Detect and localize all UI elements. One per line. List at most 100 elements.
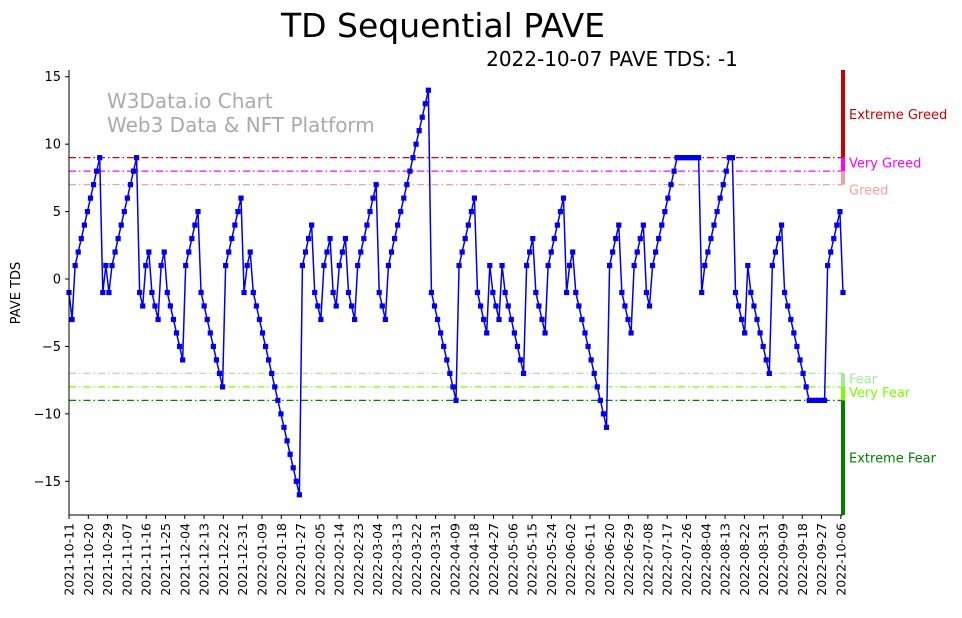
data-point — [112, 249, 118, 255]
data-point — [809, 397, 815, 403]
data-point — [115, 235, 121, 242]
data-point — [219, 384, 226, 390]
data-point — [671, 168, 677, 174]
data-point — [345, 289, 352, 296]
data-point — [677, 155, 683, 161]
data-point — [775, 235, 782, 242]
data-point — [791, 330, 797, 336]
data-point — [567, 262, 573, 269]
data-point — [431, 303, 438, 309]
data-point — [367, 208, 373, 215]
threshold-label-2: Greed — [849, 184, 888, 199]
data-point — [416, 128, 422, 134]
data-point — [81, 222, 87, 228]
data-point — [714, 208, 720, 215]
data-point — [803, 384, 809, 390]
data-point — [419, 114, 425, 120]
data-point — [428, 289, 435, 296]
data-point — [840, 289, 846, 296]
band-bar-2 — [841, 171, 845, 185]
data-point — [358, 249, 364, 255]
threshold-label-0: Very Greed — [849, 157, 921, 172]
x-tick-label: 2022-05-15 — [525, 523, 540, 596]
data-point — [637, 235, 643, 242]
data-point — [674, 155, 680, 161]
series-path — [68, 90, 844, 495]
data-point — [465, 222, 471, 228]
data-point — [195, 208, 201, 215]
data-point — [167, 303, 173, 309]
sentiment-bands: Extreme Greed Extreme Fear Very Greed Greed… — [841, 70, 947, 515]
data-point — [410, 155, 416, 161]
x-tick-label: 2022-02-05 — [312, 523, 327, 596]
data-point — [468, 208, 474, 215]
data-point — [739, 316, 745, 323]
x-tick-label: 2022-06-11 — [583, 523, 598, 596]
data-point — [124, 195, 130, 201]
x-tick-label: 2022-04-27 — [486, 523, 501, 596]
data-point — [772, 249, 779, 255]
data-point — [729, 155, 736, 161]
data-point — [760, 343, 766, 350]
data-point — [78, 235, 84, 242]
data-point — [732, 289, 739, 296]
data-point — [290, 465, 296, 471]
data-point — [723, 168, 729, 174]
data-point — [656, 235, 662, 242]
data-point — [223, 262, 229, 269]
band-bar-4 — [841, 386, 845, 401]
data-point — [100, 289, 106, 296]
data-point — [69, 316, 75, 323]
data-point — [711, 222, 717, 228]
data-point — [837, 208, 843, 215]
data-point — [622, 303, 628, 309]
data-point — [699, 289, 705, 296]
data-point — [487, 262, 493, 269]
data-point — [149, 289, 155, 296]
data-point — [146, 249, 152, 255]
data-point — [493, 303, 499, 309]
data-point — [628, 330, 634, 336]
data-point — [118, 222, 124, 228]
chart-subtitle: 2022-10-07 PAVE TDS: -1 — [486, 47, 738, 71]
data-point — [413, 141, 419, 147]
data-point — [745, 262, 751, 269]
data-point — [155, 316, 161, 323]
x-tick-label: 2022-09-09 — [775, 523, 790, 596]
data-point — [130, 168, 137, 174]
x-tick-label: 2022-04-09 — [447, 523, 462, 596]
band-bar-5 — [841, 400, 845, 515]
data-point — [539, 316, 545, 323]
data-point — [103, 262, 109, 269]
data-point — [355, 262, 361, 269]
data-point — [287, 451, 293, 457]
x-tick-label: 2021-12-04 — [177, 523, 192, 596]
data-point — [499, 262, 505, 269]
data-point — [333, 303, 339, 309]
data-point — [247, 249, 253, 255]
y-tick-label: 0 — [53, 273, 61, 288]
data-point — [794, 343, 800, 350]
data-point — [490, 289, 496, 296]
data-point — [269, 370, 275, 377]
x-tick-label: 2021-10-20 — [81, 523, 96, 596]
data-point — [293, 478, 299, 484]
data-point — [742, 330, 748, 336]
data-point — [634, 249, 640, 255]
data-point — [643, 289, 650, 296]
data-point — [800, 370, 806, 377]
data-point — [342, 235, 349, 242]
data-point — [551, 235, 557, 242]
data-point — [109, 262, 115, 269]
data-point — [545, 262, 551, 269]
band-label-5: Extreme Fear — [849, 452, 937, 467]
data-point — [680, 155, 686, 161]
data-point — [361, 235, 367, 242]
data-point — [818, 397, 825, 403]
data-point — [825, 262, 831, 269]
data-point — [662, 208, 668, 215]
x-tick-label: 2022-07-26 — [679, 523, 694, 596]
